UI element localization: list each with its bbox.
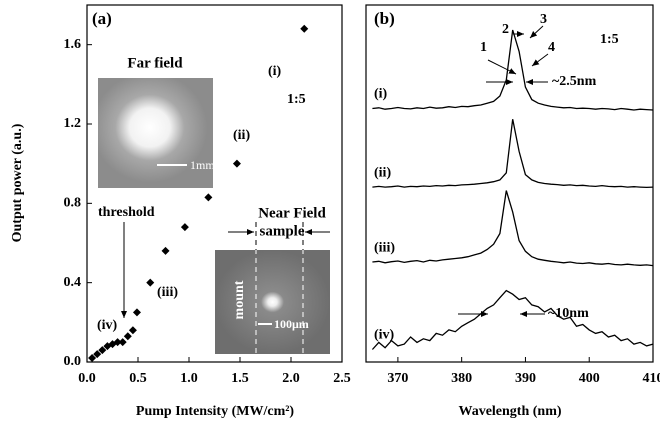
data-point: [161, 246, 170, 255]
data-point: [300, 24, 309, 33]
annotation: Far field: [127, 55, 183, 71]
x-tick-label: 1.5: [231, 371, 249, 386]
data-point: [204, 193, 213, 202]
x-tick-label: 400: [579, 371, 600, 386]
annotation: 3: [540, 12, 547, 27]
spectrum-line: [371, 289, 654, 350]
data-point: [98, 346, 107, 355]
series-label: (i): [374, 87, 388, 102]
y-axis-label: Output power (a.u.): [10, 123, 25, 242]
annotation: ~2.5nm: [552, 74, 597, 89]
annotation: (i): [268, 64, 282, 79]
data-point: [132, 308, 141, 317]
y-tick-label: 1.6: [64, 37, 82, 52]
data-point: [180, 223, 189, 232]
series-label: (iii): [374, 240, 395, 255]
annotation: (ii): [233, 128, 250, 143]
series-label: (iv): [374, 328, 395, 343]
data-point: [118, 338, 127, 347]
series-label: (ii): [374, 165, 391, 180]
annotation: sample: [260, 223, 305, 239]
x-tick-label: 0.0: [78, 371, 96, 386]
data-point: [113, 338, 122, 347]
panel-label: (a): [92, 9, 112, 28]
arrow: [529, 25, 544, 39]
data-point: [93, 350, 102, 359]
y-tick-label: 0.8: [64, 196, 82, 211]
data-point: [146, 278, 155, 287]
x-tick-label: 380: [451, 371, 472, 386]
annotation: (iii): [157, 285, 178, 300]
x-tick-label: 2.0: [282, 371, 300, 386]
arrow: [487, 59, 517, 75]
annotation: 2: [502, 22, 509, 37]
plot-frame-b: [365, 4, 654, 363]
x-tick-label: 370: [387, 371, 408, 386]
x-tick-label: 390: [515, 371, 536, 386]
data-point: [123, 332, 132, 341]
annotation: threshold: [98, 205, 155, 220]
annotation: 1:5: [287, 92, 306, 107]
spectrum-line: [372, 29, 654, 111]
near-field-image: [215, 250, 330, 354]
spectrum-line: [372, 190, 654, 267]
data-point: [88, 354, 97, 363]
annotation: 1:5: [600, 32, 619, 47]
x-axis-label: Pump Intensity (MW/cm²): [136, 404, 295, 419]
far-field-image: [98, 78, 213, 188]
y-tick-label: 0.0: [64, 354, 82, 369]
data-point: [128, 326, 137, 335]
annotation: mount: [232, 280, 247, 319]
panel-label: (b): [374, 9, 395, 28]
x-tick-label: 1.0: [180, 371, 198, 386]
annotation: Near Field: [258, 205, 326, 221]
x-tick-label: 0.5: [129, 371, 147, 386]
arrow: [531, 53, 549, 67]
annotation: 1: [480, 40, 487, 55]
data-point: [232, 159, 241, 168]
y-tick-label: 0.4: [64, 275, 82, 290]
annotation: 100μm: [274, 317, 309, 331]
annotation: ~10nm: [548, 306, 589, 321]
annotation: 4: [548, 40, 555, 55]
x-tick-label: 410: [643, 371, 660, 386]
x-tick-label: 2.5: [333, 371, 351, 386]
plot-frame-a: [86, 4, 343, 363]
spectrum-line: [372, 119, 654, 189]
x-axis-label: Wavelength (nm): [458, 404, 561, 419]
annotation: (iv): [97, 318, 118, 333]
annotation: 1mm: [190, 158, 215, 172]
y-tick-label: 1.2: [64, 116, 82, 131]
